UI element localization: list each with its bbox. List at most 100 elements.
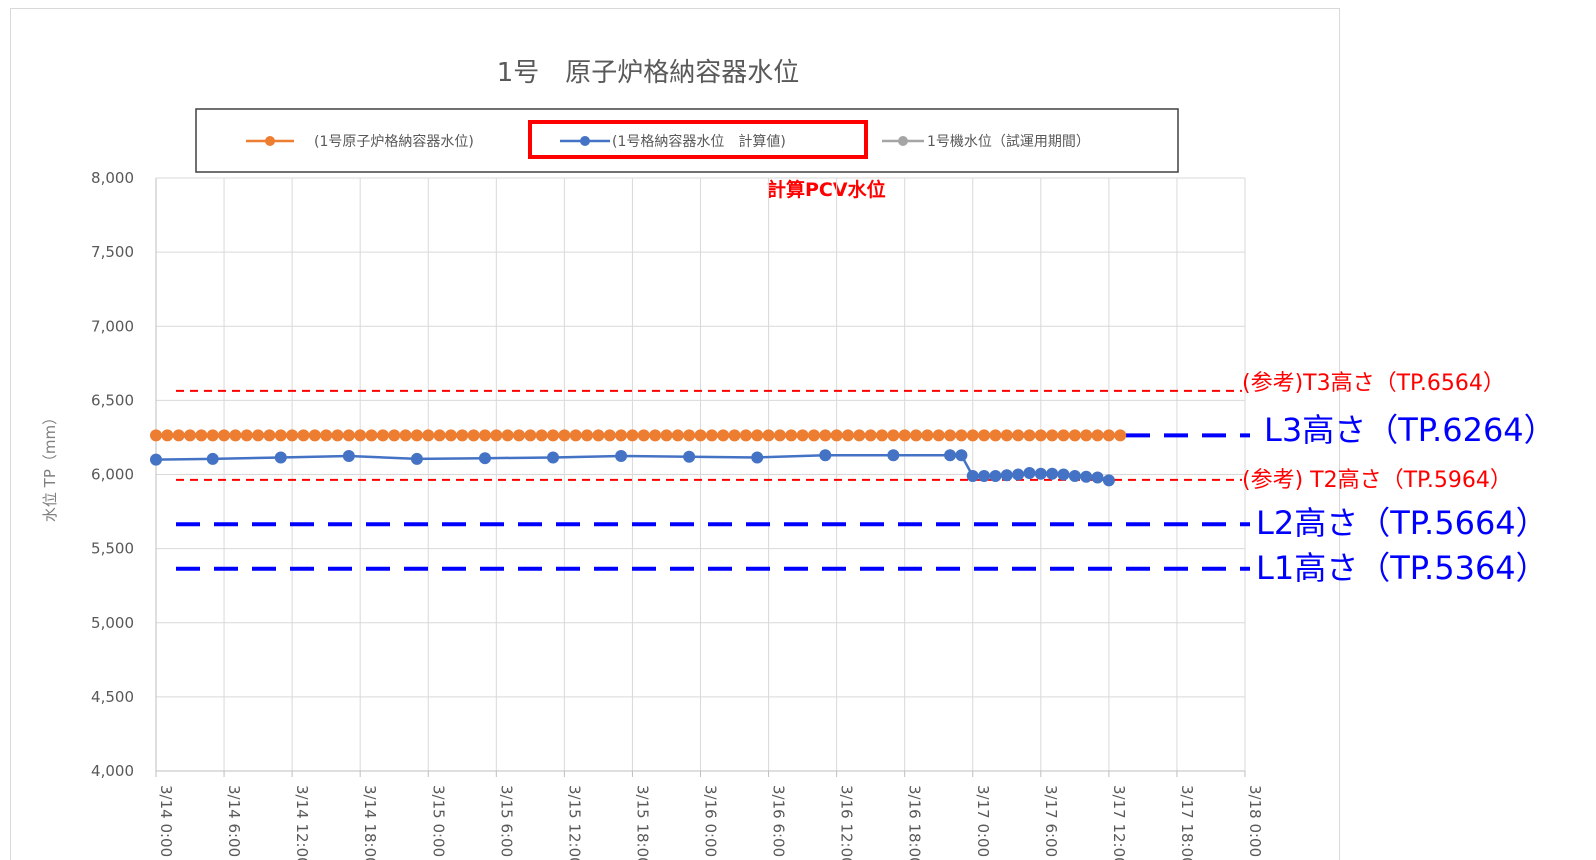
series-0-point [1068,429,1081,442]
series-0-point [1046,429,1059,442]
series-0-point [218,429,231,442]
x-tick-label: 3/17 18:00 [1178,785,1196,860]
y-tick-label: 4,500 [91,688,134,706]
series-0-point [751,429,764,442]
series-1-point [1000,469,1013,482]
x-tick-label: 3/15 18:00 [633,785,651,860]
series-0-point [955,429,968,442]
series-0-point [558,429,571,442]
series-0-point [615,429,628,442]
series-0-point [240,429,253,442]
series-0-point [819,429,832,442]
y-tick-label: 7,000 [91,317,134,335]
series-1-point [1091,471,1104,484]
series-0-point [195,429,208,442]
series-0-point [921,429,934,442]
x-tick-label: 3/18 0:00 [1246,785,1264,857]
x-tick-label: 3/17 12:00 [1110,785,1128,860]
series-0-point [184,429,197,442]
series-0-point [229,429,242,442]
series-1-point [478,452,491,465]
series-0-point [320,429,333,442]
series-0-point [966,429,979,442]
x-tick-label: 3/16 0:00 [702,785,720,857]
series-0-point [376,429,389,442]
series-1-point [683,450,696,463]
series-0-point [581,429,594,442]
series-0-point [1023,429,1036,442]
legend-box [195,108,1179,173]
legend-label-0: (1号原子炉格納容器水位) [314,133,474,150]
series-0-point [944,429,957,442]
series-0-point [1034,429,1047,442]
series-1-point [1102,474,1115,487]
series-0-point [671,429,684,442]
x-tick-label: 3/14 18:00 [361,785,379,860]
x-tick-label: 3/16 12:00 [838,785,856,860]
y-tick-label: 5,500 [91,540,134,558]
legend-label-1: (1号格納容器水位 計算値) [612,133,786,150]
series-0-point [728,429,741,442]
series-0-point [331,429,344,442]
series-1-point [410,452,423,465]
series-0-point [864,429,877,442]
series-0-point [524,429,537,442]
series-0-point [1102,429,1115,442]
series-0-point [705,429,718,442]
series-0-point [569,429,582,442]
series-0-point [1114,429,1127,442]
x-tick-label: 3/17 0:00 [974,785,992,857]
legend-marker-2 [898,136,908,146]
series-0-point [252,429,265,442]
series-1-point [1068,469,1081,482]
series-0-point [898,429,911,442]
series-0-point [626,429,639,442]
series-1-point [1034,467,1047,480]
x-tick-label: 3/14 6:00 [225,785,243,857]
series-0-point [501,429,514,442]
series-0-point [660,429,673,442]
y-tick-label: 4,000 [91,762,134,780]
legend-highlight-box [528,120,868,159]
series-0-point [297,429,310,442]
series-0-point [592,429,605,442]
x-tick-label: 3/16 18:00 [906,785,924,860]
series-1-point [274,451,287,464]
series-0-point [410,429,423,442]
series-1-point [1012,468,1025,481]
series-1-point [819,449,832,462]
refline-label-0: (参考)T3高さ（TP.6564） [1242,371,1505,396]
series-0-point [422,429,435,442]
series-1-point [944,449,957,462]
series-0-point [1091,429,1104,442]
series-0-point [1012,429,1025,442]
series-0-point [853,429,866,442]
series-0-point [841,429,854,442]
series-0-point [206,429,219,442]
series-1-point [206,452,219,465]
series-0-point [910,429,923,442]
x-tick-label: 3/15 6:00 [497,785,515,857]
series-0-point [263,429,276,442]
series-0-point [490,429,503,442]
series-0-point [286,429,299,442]
x-tick-label: 3/17 6:00 [1042,785,1060,857]
series-0-point [1057,429,1070,442]
series-0-point [1000,429,1013,442]
series-0-point [762,429,775,442]
series-0-point [354,429,367,442]
series-1-point [1057,468,1070,481]
series-1-point [978,469,991,482]
series-1-point [615,449,628,462]
series-1-point [547,451,560,464]
series [150,429,1127,487]
refline-label-3: L2高さ（TP.5664） [1256,504,1548,542]
series-1-point [989,469,1002,482]
series-0-point [161,429,174,442]
chart-frame [10,8,1340,860]
series-0-point [796,429,809,442]
series-1-point [1046,467,1059,480]
series-1-point [150,453,162,466]
series-0-point [717,429,730,442]
series-0-point [683,429,696,442]
